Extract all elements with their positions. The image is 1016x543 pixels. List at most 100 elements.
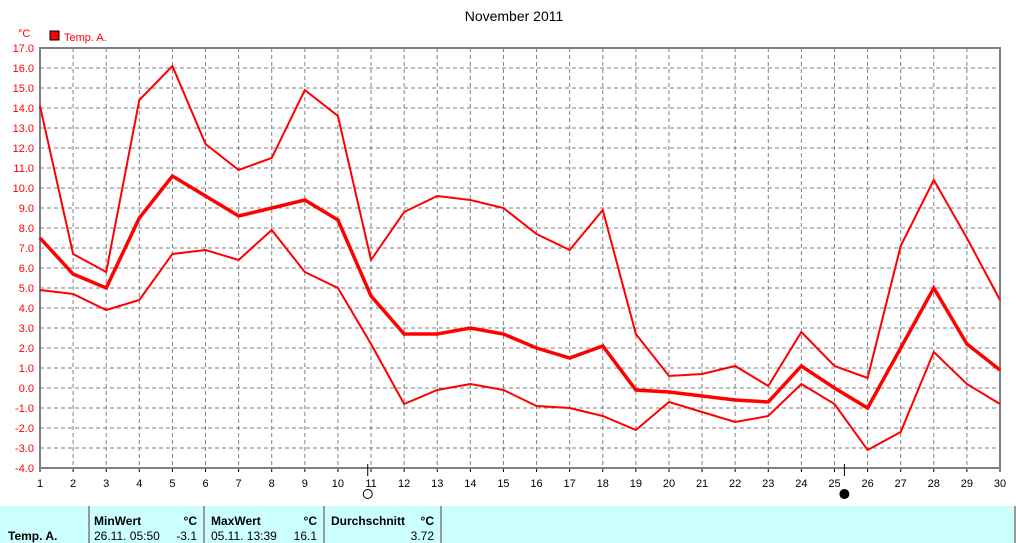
- data-point: [271, 157, 273, 159]
- data-point: [403, 211, 405, 213]
- data-point: [138, 299, 140, 301]
- y-tick-label: -3.0: [15, 443, 34, 455]
- x-tick-label: 7: [236, 478, 242, 490]
- x-tick-label: 28: [928, 478, 940, 490]
- data-point: [469, 199, 471, 201]
- y-tick-label: -4.0: [15, 463, 34, 475]
- data-point: [502, 207, 504, 209]
- x-tick-label: 14: [464, 478, 476, 490]
- avg-header: Durchschnitt: [331, 514, 406, 528]
- chart-title: November 2011: [465, 8, 564, 24]
- data-point: [767, 385, 769, 387]
- data-point: [238, 215, 240, 217]
- x-tick-label: 16: [530, 478, 542, 490]
- min-value: -3.1: [176, 529, 197, 543]
- y-tick-label: -2.0: [15, 423, 34, 435]
- x-tick-label: 1: [37, 478, 43, 490]
- data-point: [767, 401, 769, 403]
- data-point: [635, 389, 637, 391]
- data-point: [734, 399, 736, 401]
- data-point: [668, 391, 670, 393]
- min-cell: MinWert °C 26.11. 05:50 -3.1: [88, 506, 205, 543]
- data-point: [800, 365, 802, 367]
- max-unit: °C: [303, 514, 317, 528]
- data-point: [999, 403, 1001, 405]
- series-line-0: [39, 64, 1001, 388]
- min-date: 26.11. 05:50: [94, 529, 160, 543]
- y-tick-label: 13.0: [13, 123, 34, 135]
- data-point: [867, 377, 869, 379]
- x-tick-label: 17: [564, 478, 576, 490]
- data-point: [800, 383, 802, 385]
- data-point: [536, 233, 538, 235]
- x-tick-label: 3: [103, 478, 109, 490]
- data-point: [105, 287, 107, 289]
- data-point: [502, 333, 504, 335]
- x-tick-label: 29: [961, 478, 973, 490]
- data-point: [701, 395, 703, 397]
- y-tick-label: 9.0: [19, 203, 34, 215]
- data-point: [569, 357, 571, 359]
- data-point: [701, 373, 703, 375]
- max-date: 05.11. 13:39: [211, 529, 277, 543]
- data-point: [734, 421, 736, 423]
- data-point: [138, 217, 140, 219]
- x-tick-label: 9: [302, 478, 308, 490]
- data-point: [171, 253, 173, 255]
- y-tick-label: 1.0: [19, 363, 34, 375]
- data-point: [138, 99, 140, 101]
- data-point: [436, 333, 438, 335]
- y-tick-label: 8.0: [19, 223, 34, 235]
- data-point: [867, 449, 869, 451]
- data-point: [238, 169, 240, 171]
- x-tick-label: 27: [895, 478, 907, 490]
- y-axis-unit: °C: [18, 28, 30, 40]
- data-point: [569, 407, 571, 409]
- data-point: [933, 179, 935, 181]
- data-point: [833, 365, 835, 367]
- data-point: [900, 431, 902, 433]
- data-point: [403, 403, 405, 405]
- y-tick-label: 16.0: [13, 63, 34, 75]
- data-point: [999, 299, 1001, 301]
- data-point: [304, 199, 306, 201]
- min-header: MinWert: [94, 514, 142, 528]
- y-tick-label: 11.0: [13, 163, 34, 175]
- data-point: [105, 271, 107, 273]
- y-tick-label: 0.0: [19, 383, 34, 395]
- data-point: [800, 331, 802, 333]
- data-point: [900, 245, 902, 247]
- data-point: [900, 347, 902, 349]
- data-point: [72, 253, 74, 255]
- data-point: [171, 65, 173, 67]
- y-tick-label: 5.0: [19, 283, 34, 295]
- data-point: [205, 143, 207, 145]
- empty-cell: [442, 506, 1016, 543]
- data-point: [602, 415, 604, 417]
- data-point: [635, 333, 637, 335]
- min-unit: °C: [183, 514, 197, 528]
- x-tick-label: 5: [169, 478, 175, 490]
- data-point: [370, 295, 372, 297]
- y-tick-label: 4.0: [19, 303, 34, 315]
- avg-cell: Durchschnitt °C 3.72: [325, 506, 442, 543]
- data-point: [39, 105, 41, 107]
- data-point: [966, 383, 968, 385]
- y-tick-label: 12.0: [13, 143, 34, 155]
- x-tick-label: 12: [398, 478, 410, 490]
- data-point: [105, 309, 107, 311]
- x-tick-label: 30: [994, 478, 1006, 490]
- data-point: [205, 195, 207, 197]
- data-point: [635, 429, 637, 431]
- legend-swatch: [49, 30, 60, 41]
- y-tick-label: 14.0: [13, 103, 34, 115]
- x-tick-label: 22: [729, 478, 741, 490]
- y-tick-label: 6.0: [19, 263, 34, 275]
- data-point: [502, 389, 504, 391]
- row-label: Temp. A.: [8, 529, 58, 543]
- data-point: [602, 345, 604, 347]
- data-point: [39, 237, 41, 239]
- y-tick-label: 7.0: [19, 243, 34, 255]
- data-point: [271, 229, 273, 231]
- data-point: [304, 271, 306, 273]
